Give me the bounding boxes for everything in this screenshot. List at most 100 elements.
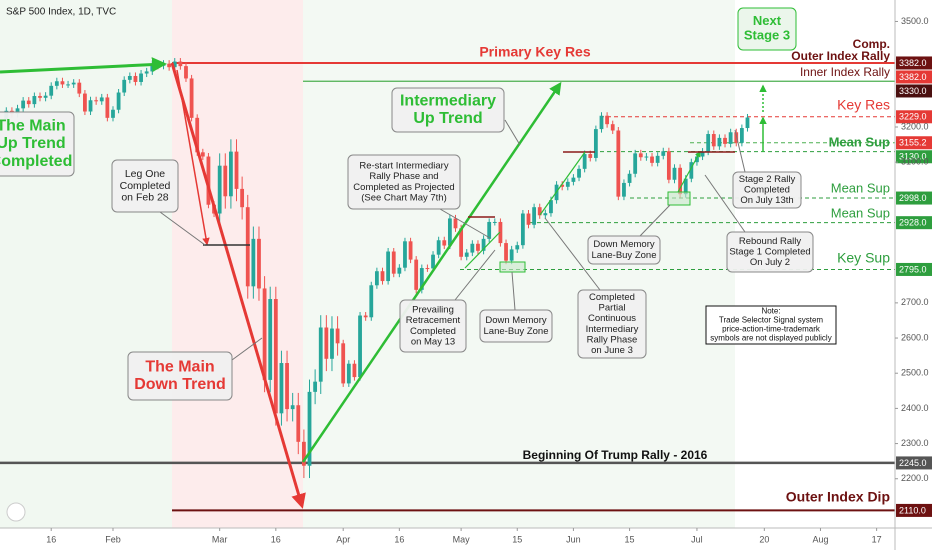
level-price-box: [896, 110, 932, 124]
candle-body: [739, 128, 744, 143]
candle-body: [391, 251, 396, 274]
candle-body: [285, 363, 289, 410]
candle-body: [251, 238, 256, 287]
level-price-label: 2245.0: [899, 458, 927, 468]
candle-body: [83, 93, 87, 112]
candle-body: [15, 108, 20, 114]
logo: [6, 502, 26, 522]
candle-body: [144, 71, 149, 74]
candle-body: [330, 328, 334, 359]
annotation-text: The Main: [0, 117, 66, 134]
y-tick-label: 3500.0: [901, 16, 929, 26]
candle-body: [386, 251, 391, 282]
annotation-text: Trade Selector Signal system: [719, 316, 824, 325]
candle-body: [369, 285, 374, 318]
level-price-label: 2110.0: [899, 505, 926, 515]
candle-body: [622, 182, 626, 197]
candle-body: [678, 167, 682, 195]
trend-line: [0, 57, 167, 74]
candle-body: [99, 97, 104, 102]
level-price-box: [896, 503, 932, 517]
annotation-text: Partial: [599, 303, 626, 314]
annotation-text: Down Memory: [485, 315, 546, 326]
candle-body: [650, 156, 654, 163]
annotation-text: Down Memory: [593, 239, 654, 250]
candle-body: [352, 363, 357, 378]
x-tick-label: 16: [271, 534, 281, 544]
annotation-text: Up Trend: [413, 110, 482, 127]
candle-body: [476, 243, 480, 251]
candle-body: [565, 181, 570, 187]
level-name: Inner Index Rally: [800, 65, 890, 79]
candle-body: [49, 85, 54, 96]
level-price-box: [896, 456, 932, 470]
annotation-text: Completed: [410, 326, 456, 337]
level-name: Beginning Of Trump Rally - 2016: [523, 448, 708, 462]
annotation-text: Intermediary: [586, 324, 639, 335]
candle-body: [633, 153, 638, 174]
annotation-text: Rally Phase: [587, 334, 638, 345]
x-tick-label: 15: [512, 534, 522, 544]
annotation-text: On July 2: [750, 257, 790, 268]
candle-body: [509, 249, 514, 261]
candle-body: [425, 268, 430, 270]
y-tick-label: 2400.0: [901, 403, 929, 413]
level-price-label: 3155.2: [899, 138, 927, 148]
annotation-box: [737, 7, 797, 51]
candle-body: [588, 154, 593, 158]
annotation-text: The Main: [145, 358, 214, 375]
y-tick-label: 2600.0: [901, 332, 929, 342]
candle-body: [94, 100, 99, 102]
candle-body: [695, 156, 699, 163]
candle-body: [223, 165, 228, 197]
x-tick-label: Feb: [105, 534, 121, 544]
x-tick-label: 20: [759, 534, 769, 544]
candle-body: [206, 156, 211, 205]
annotation-text: Up Trend: [0, 135, 66, 152]
level-name: Comp.: [853, 37, 890, 51]
candle-body: [341, 343, 346, 384]
candle-body: [374, 271, 379, 286]
candle-body: [661, 151, 666, 156]
candle-body: [54, 81, 59, 86]
annotation-text: Retracement: [406, 315, 461, 326]
candle-body: [43, 95, 48, 98]
annotation-box: [391, 87, 505, 133]
candle-body: [689, 162, 694, 179]
annotation-text: price-action-time-trademark: [722, 325, 821, 334]
candle-body: [403, 241, 407, 268]
candle-body: [582, 154, 587, 169]
level-price-label: 3382.0: [899, 72, 927, 82]
candle-body: [481, 238, 486, 251]
annotation-text: Completed: [744, 185, 790, 196]
level-name: Outer Index Rally: [791, 49, 890, 63]
annotation-text: Down Trend: [134, 376, 226, 393]
candle-body: [71, 82, 76, 85]
level-price-box: [896, 136, 932, 150]
x-tick-label: Jul: [691, 534, 703, 544]
annotation-text: Stage 3: [744, 28, 790, 43]
candle-body: [301, 441, 306, 466]
level-price-box: [896, 70, 932, 84]
annotation-text: symbols are not displayed publicly: [710, 334, 831, 343]
candle-body: [447, 218, 452, 246]
candle-body: [167, 63, 172, 68]
level-name: Outer Index Dip: [786, 489, 890, 505]
annotation-text: Rally Phase and: [369, 171, 438, 182]
candle-body: [442, 240, 447, 246]
annotation-text: Lane-Buy Zone: [484, 326, 549, 337]
candle-body: [453, 218, 458, 229]
candle-body: [711, 134, 716, 147]
candle-body: [262, 288, 267, 380]
candle-body: [638, 153, 643, 158]
candle-body: [32, 96, 37, 105]
candle-body: [307, 391, 312, 466]
candle-body: [26, 100, 31, 105]
candle-body: [195, 117, 200, 153]
candle-body: [358, 315, 362, 378]
candle-body: [279, 363, 284, 414]
y-tick-label: 2300.0: [901, 438, 929, 448]
candle-body: [60, 81, 65, 85]
candle-body: [313, 381, 318, 392]
annotation-text: Prevailing: [412, 305, 454, 316]
